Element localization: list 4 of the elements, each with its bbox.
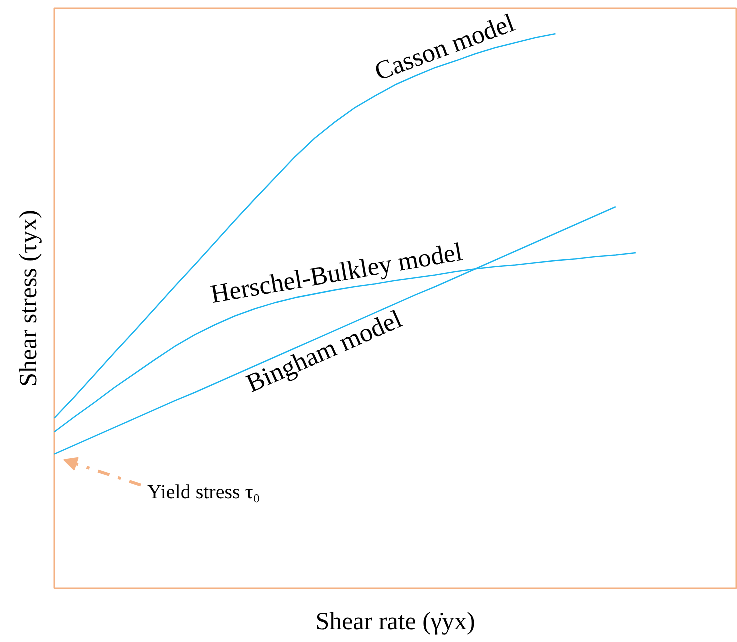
annotation: Yield stress τ₀	[148, 481, 260, 504]
y-axis-title: Shear stress (τyx)	[16, 210, 42, 387]
x-axis-title: Shear rate (γ̇yx)	[316, 608, 476, 636]
text: Casson model	[370, 8, 519, 86]
